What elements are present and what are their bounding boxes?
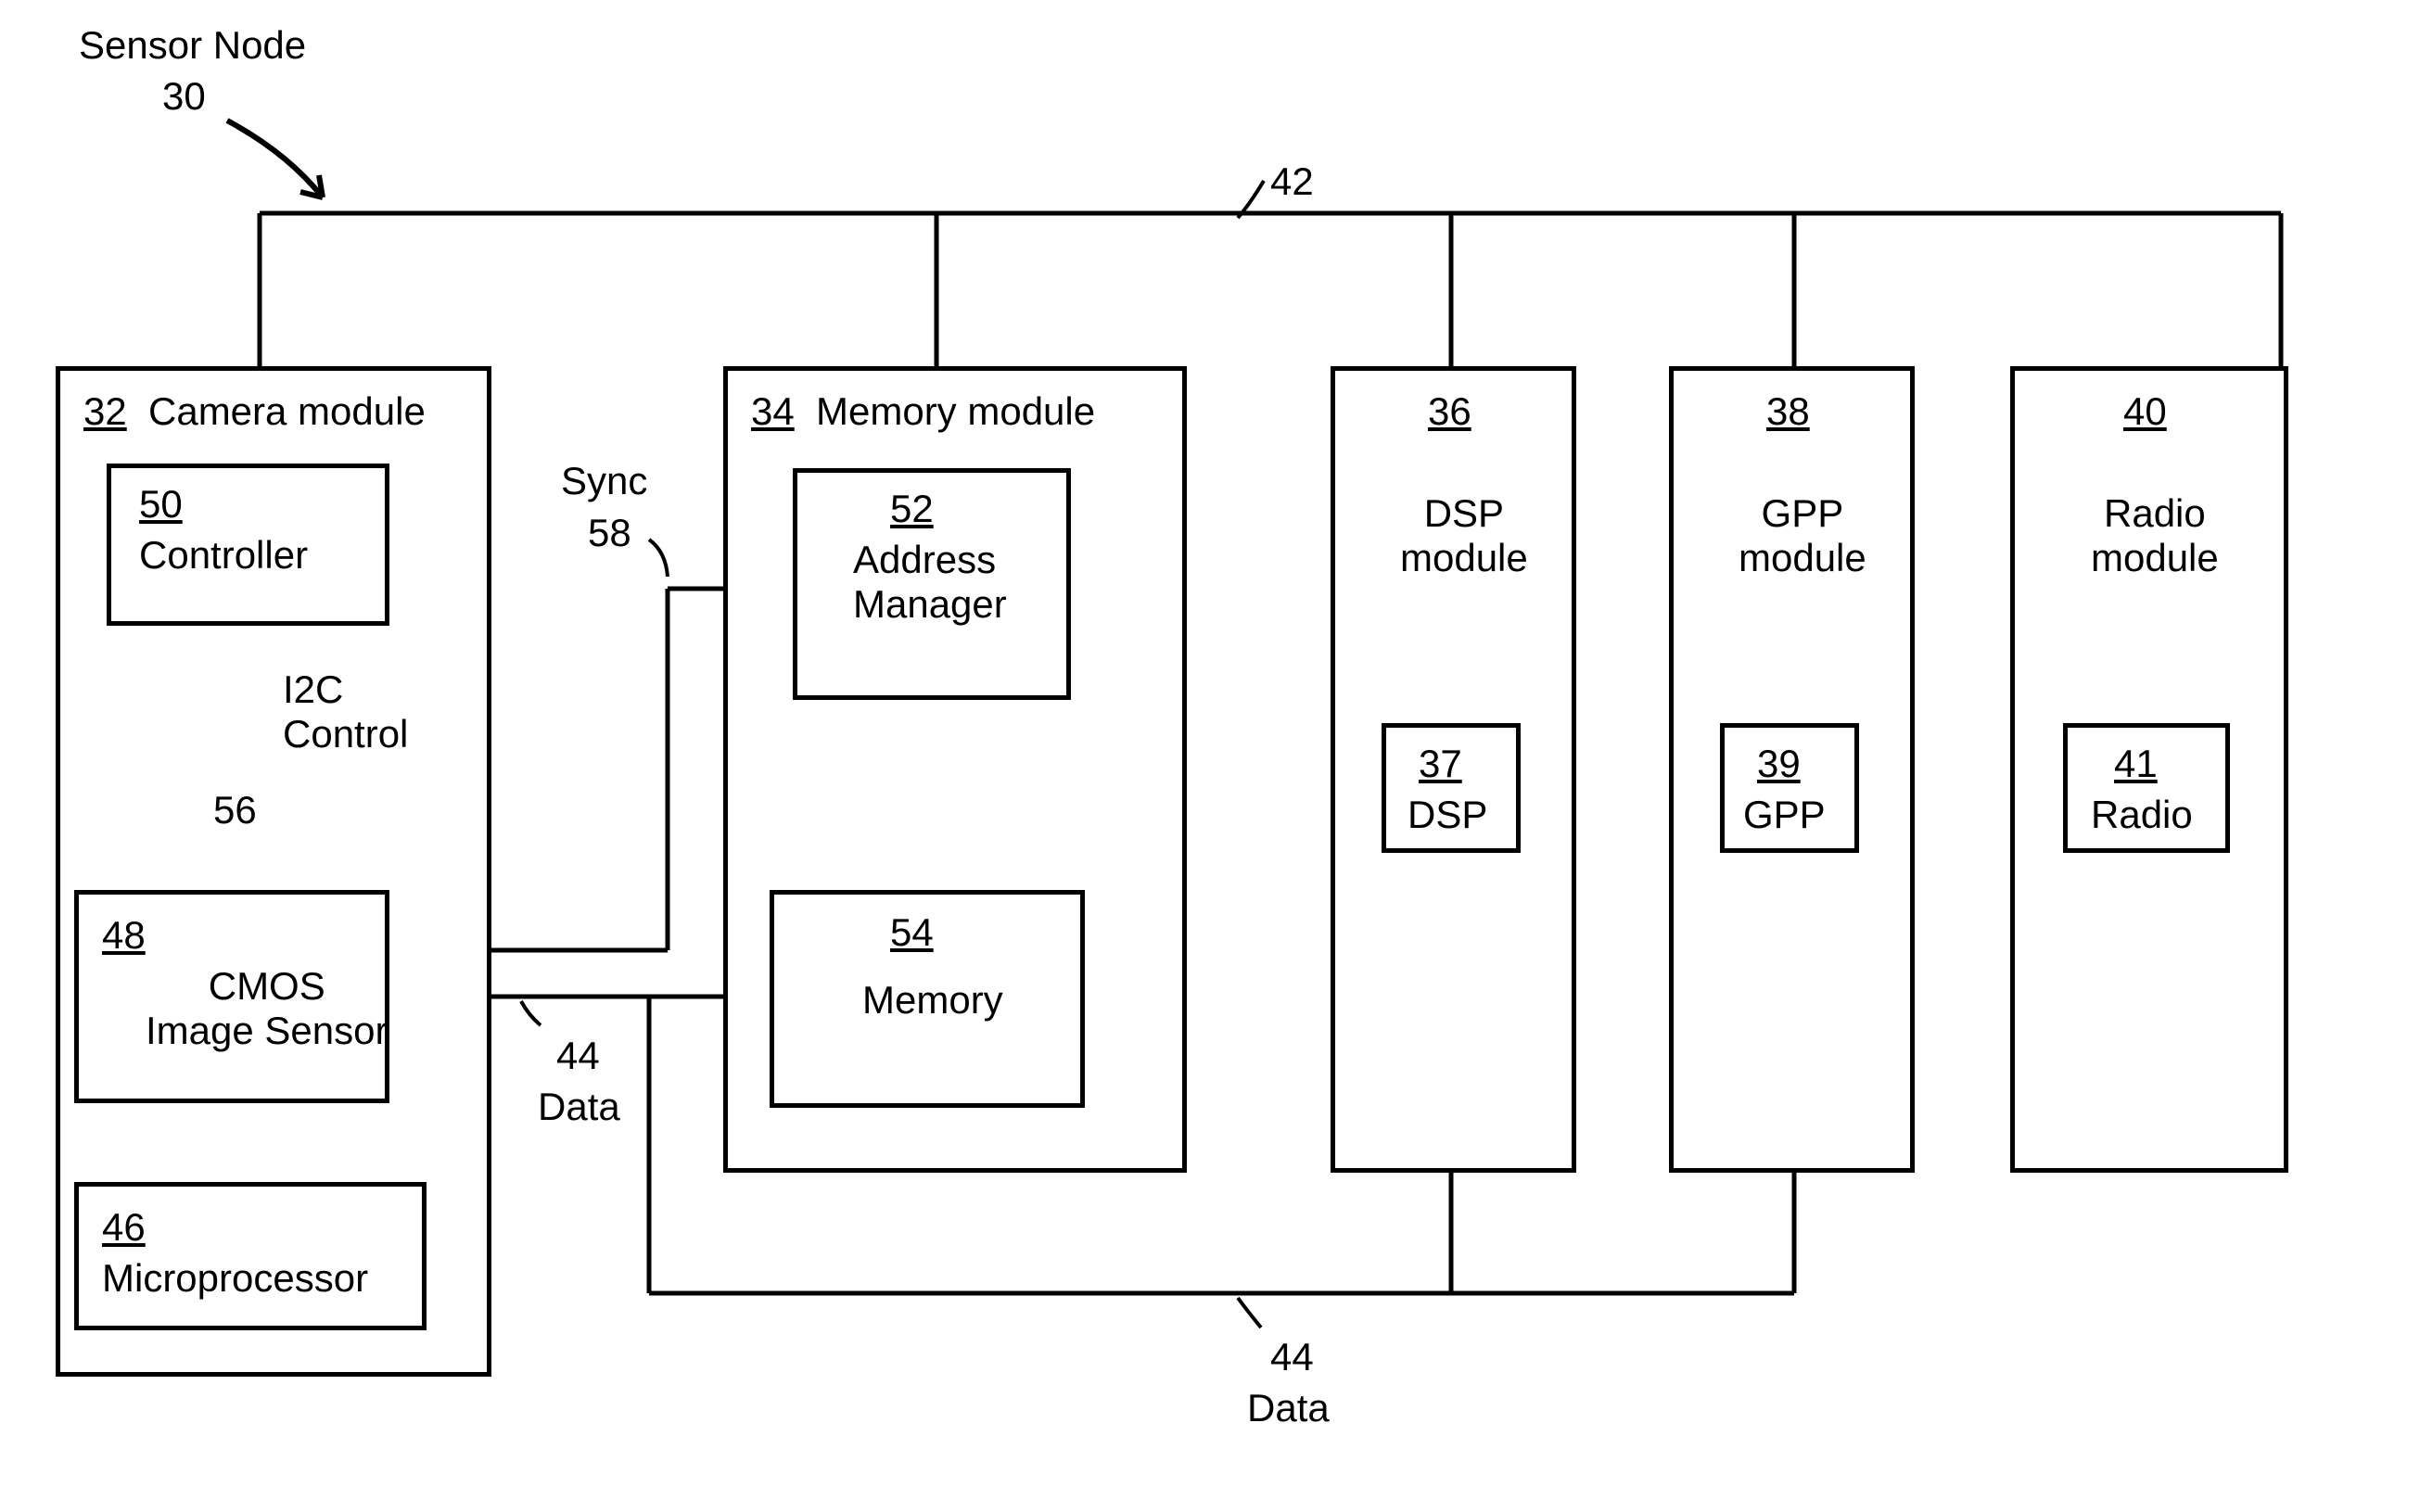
gpp-inner-ref: 39	[1757, 742, 1801, 786]
cmos-ref: 48	[102, 913, 146, 958]
mid-data-num: 44	[556, 1034, 600, 1078]
controller-label: Controller	[139, 533, 308, 578]
camera-module-ref: 32	[83, 389, 127, 434]
micro-label: Microprocessor	[102, 1256, 368, 1301]
sensor-node-diagram: Sensor Node 30	[0, 0, 2433, 1512]
dsp-module-label: DSP module	[1400, 491, 1528, 581]
addrmgr-ref: 52	[890, 487, 934, 531]
dsp-inner-label: DSP	[1408, 793, 1487, 837]
controller-ref: 50	[139, 482, 183, 527]
radio-inner-ref: 41	[2114, 742, 2158, 786]
mem-label: Memory	[862, 978, 1003, 1023]
sync-label: Sync	[561, 459, 647, 503]
micro-ref: 46	[102, 1205, 146, 1250]
gpp-module-label: GPP module	[1739, 491, 1866, 581]
sync-num: 58	[588, 511, 631, 555]
gpp-module-ref: 38	[1766, 389, 1810, 434]
i2c-num: 56	[213, 788, 257, 832]
cmos-label: CMOS Image Sensor	[146, 964, 388, 1054]
dsp-module-ref: 36	[1428, 389, 1471, 434]
radio-module-label: Radio module	[2091, 491, 2219, 581]
memory-module-label: Memory module	[816, 389, 1095, 434]
dsp-inner-ref: 37	[1419, 742, 1462, 786]
mid-data-label: Data	[538, 1085, 620, 1129]
gpp-inner-label: GPP	[1743, 793, 1826, 837]
i2c-label: I2C Control	[283, 667, 408, 757]
mem-ref: 54	[890, 910, 934, 955]
bottom-bus-num: 44	[1270, 1335, 1314, 1379]
radio-inner-label: Radio	[2091, 793, 2193, 837]
radio-module-ref: 40	[2123, 389, 2167, 434]
bottom-bus-label: Data	[1247, 1386, 1330, 1430]
top-bus-ref: 42	[1270, 159, 1314, 204]
addrmgr-label: Address Manager	[853, 538, 1007, 628]
camera-module-label: Camera module	[148, 389, 426, 434]
memory-module-ref: 34	[751, 389, 795, 434]
